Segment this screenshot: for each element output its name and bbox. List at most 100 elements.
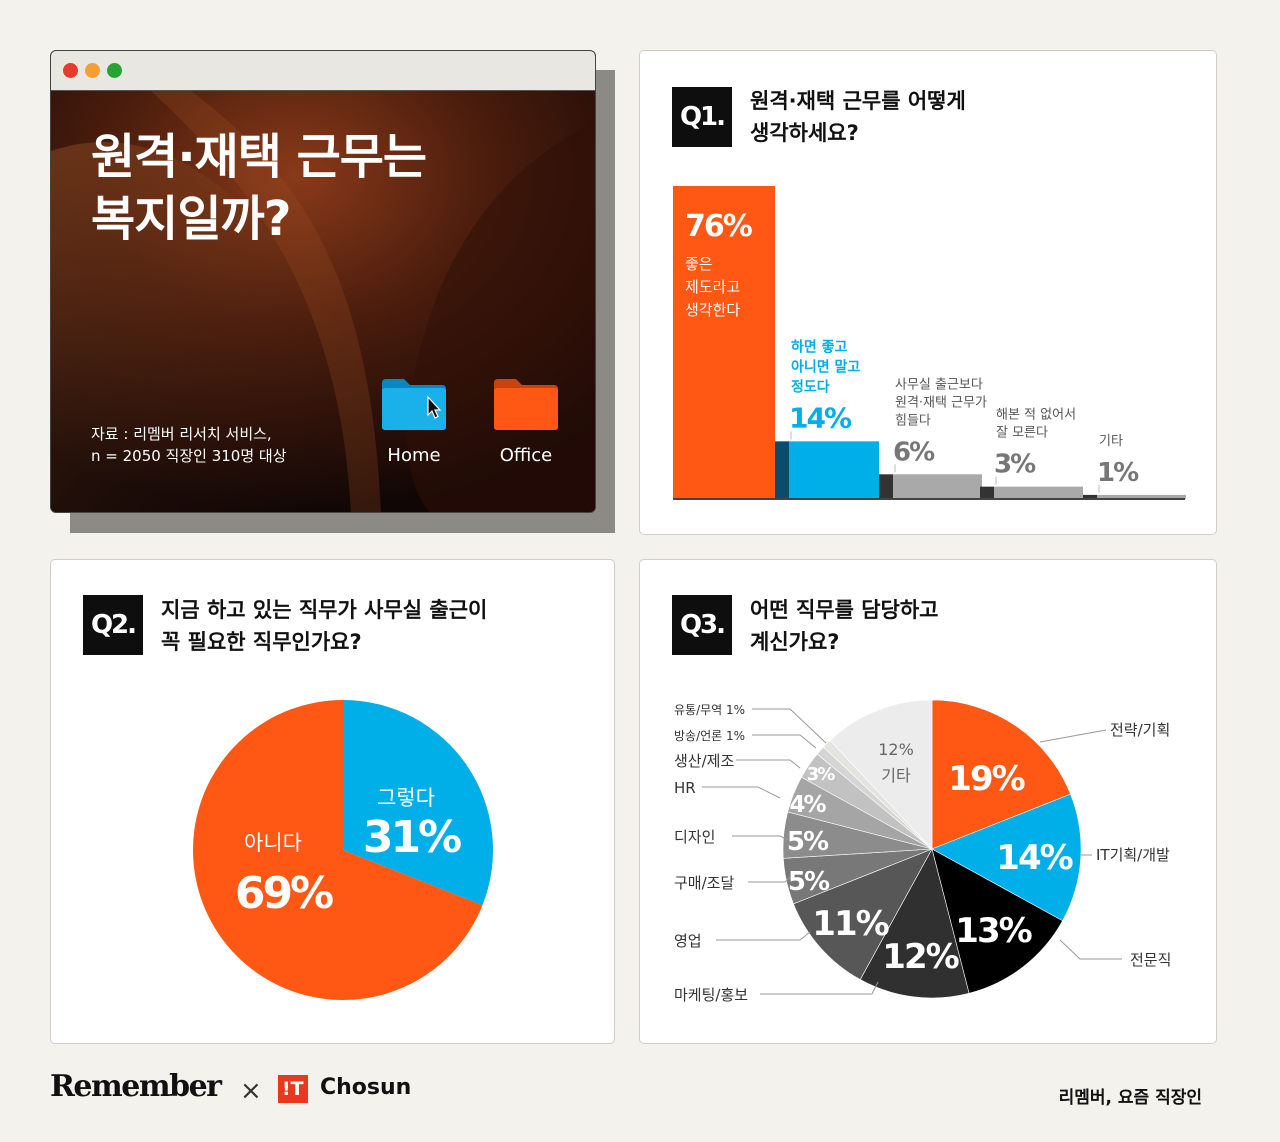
leader-line bbox=[760, 981, 879, 995]
it-chosun-badge: !T bbox=[278, 1075, 308, 1103]
bar-value-label: 1% bbox=[1097, 458, 1139, 488]
pie-slice bbox=[343, 700, 493, 906]
pie-value-label: 11% bbox=[812, 904, 888, 944]
bar-category-label: 좋은 bbox=[685, 255, 713, 273]
pie-slice-label: 유통/무역 1% bbox=[674, 703, 745, 717]
bar-category-label: 원격·재택 근무가 bbox=[895, 395, 987, 410]
footer-caption: 리멤버, 요즘 직장인 bbox=[1058, 1088, 1202, 1108]
bar-shadow bbox=[775, 441, 789, 499]
pie-slice bbox=[193, 700, 483, 1000]
pie-value-label: 5% bbox=[787, 827, 829, 857]
browser-window: 원격·재택 근무는 복지일까? 자료 : 리멤버 리서치 서비스, n = 20… bbox=[50, 50, 596, 513]
bar-value-label: 3% bbox=[994, 450, 1036, 480]
pie-slice bbox=[931, 793, 1082, 922]
leader-line bbox=[732, 835, 789, 841]
pie-slice bbox=[931, 699, 1071, 850]
pie-slice-label: 전문직 bbox=[1130, 951, 1171, 969]
bar bbox=[789, 441, 879, 499]
leader-line bbox=[736, 759, 801, 769]
q3-title-line-2: 계신가요? bbox=[750, 630, 840, 654]
pie-slice bbox=[829, 699, 933, 850]
q2-title-line-1: 지금 하고 있는 직무가 사무실 출근이 bbox=[161, 598, 488, 622]
bar bbox=[673, 186, 775, 499]
bar-category-label: 하면 좋고 bbox=[791, 338, 848, 355]
pie-slice-label: 생산/제조 bbox=[674, 752, 734, 770]
minimize-dot-icon[interactable] bbox=[85, 63, 100, 78]
source-line-1: 자료 : 리멤버 리서치 서비스, bbox=[91, 425, 272, 443]
pie-value-label: 3% bbox=[807, 764, 836, 785]
bar-category-label: 기타 bbox=[1099, 434, 1123, 449]
pie-slice-label: 마케팅/홍보 bbox=[674, 986, 748, 1004]
pie-value-label: 5% bbox=[788, 867, 830, 897]
q1-badge: Q1. bbox=[672, 87, 732, 147]
pie-value-label: 19% bbox=[948, 759, 1024, 799]
bar-category-label: 정도다 bbox=[791, 378, 830, 395]
leader-line bbox=[752, 708, 827, 744]
q1-title: 원격·재택 근무를 어떻게 생각하세요? bbox=[750, 85, 966, 149]
pie-value-label: 12% bbox=[882, 937, 958, 977]
close-dot-icon[interactable] bbox=[63, 63, 78, 78]
leader-line bbox=[1059, 939, 1122, 960]
bar-shadow bbox=[980, 486, 994, 499]
pie-slice bbox=[793, 848, 933, 980]
bar-category-label: 사무실 출근보다 bbox=[895, 377, 983, 392]
folder-label-home[interactable]: Home bbox=[387, 445, 441, 466]
pie-slice-label: 그렇다 bbox=[377, 786, 435, 810]
pie-slice-label: 방송/언론 1% bbox=[674, 729, 745, 743]
bar-category-label: 해본 적 없어서 bbox=[996, 408, 1076, 423]
pie-slice-label: IT기획/개발 bbox=[1096, 846, 1170, 864]
pie-value-label: 31% bbox=[363, 812, 461, 863]
window-title: 원격·재택 근무는 복지일까? bbox=[91, 126, 551, 250]
pie-slice-label: 전략/기획 bbox=[1110, 721, 1170, 739]
bar-category-label: 생각한다 bbox=[685, 301, 740, 319]
bar bbox=[1097, 494, 1186, 499]
folder-icon[interactable] bbox=[380, 377, 448, 431]
pie-slice bbox=[859, 848, 970, 999]
pie-slice-label: 아니다 bbox=[244, 831, 302, 855]
q3-badge: Q3. bbox=[672, 595, 732, 655]
q3-title: 어떤 직무를 담당하고 계신가요? bbox=[750, 594, 939, 658]
collab-times-icon: × bbox=[240, 1076, 262, 1106]
chosun-logo: Chosun bbox=[320, 1075, 412, 1100]
pie-value-label: 12% bbox=[878, 740, 914, 759]
pie-slice-label: 구매/조달 bbox=[674, 874, 734, 892]
pie-slice-label: 영업 bbox=[674, 932, 702, 950]
source-note: 자료 : 리멤버 리서치 서비스, n = 2050 직장인 310명 대상 bbox=[91, 423, 287, 467]
folder-icon[interactable] bbox=[492, 377, 560, 431]
pie-slice-label: 디자인 bbox=[674, 828, 715, 846]
pie-value-label: 13% bbox=[955, 911, 1031, 951]
q1-title-line-2: 생각하세요? bbox=[750, 121, 859, 145]
bar-value-label: 76% bbox=[685, 209, 753, 244]
leader-line bbox=[748, 875, 793, 883]
leader-line bbox=[752, 734, 817, 749]
q2-title: 지금 하고 있는 직무가 사무실 출근이 꼭 필요한 직무인가요? bbox=[161, 594, 487, 658]
cursor-icon bbox=[427, 395, 442, 419]
bar-category-label: 힘들다 bbox=[895, 413, 931, 428]
q2-panel: Q2. 지금 하고 있는 직무가 사무실 출근이 꼭 필요한 직무인가요? 그렇… bbox=[50, 559, 615, 1044]
q1-title-line-1: 원격·재택 근무를 어떻게 bbox=[750, 89, 966, 113]
pie-value-label: 4% bbox=[789, 792, 826, 818]
bar-category-label: 아니면 말고 bbox=[791, 358, 860, 375]
maximize-dot-icon[interactable] bbox=[107, 63, 122, 78]
pie-slice-label: 기타 bbox=[881, 766, 911, 785]
bar bbox=[893, 474, 982, 499]
leader-line bbox=[1039, 729, 1107, 743]
pie-slice-label: HR bbox=[674, 779, 696, 797]
q2-title-line-2: 꼭 필요한 직무인가요? bbox=[161, 630, 362, 654]
q3-title-line-1: 어떤 직무를 담당하고 bbox=[750, 598, 939, 622]
source-line-2: n = 2050 직장인 310명 대상 bbox=[91, 447, 287, 465]
title-line-1: 원격·재택 근무는 bbox=[91, 129, 427, 185]
q3-panel: Q3. 어떤 직무를 담당하고 계신가요? 전략/기획 19% IT기획/개발 14%… bbox=[639, 559, 1217, 1044]
q2-badge: Q2. bbox=[83, 595, 143, 655]
folder-label-office[interactable]: Office bbox=[499, 445, 553, 466]
bar-category-label: 제도라고 bbox=[685, 278, 740, 296]
leader-line bbox=[702, 786, 781, 799]
leader-line bbox=[716, 931, 811, 941]
bar-value-label: 14% bbox=[789, 401, 852, 434]
pie-value-label: 14% bbox=[996, 838, 1072, 878]
bar-category-label: 잘 모른다 bbox=[996, 426, 1048, 441]
bar-shadow bbox=[1083, 494, 1097, 499]
